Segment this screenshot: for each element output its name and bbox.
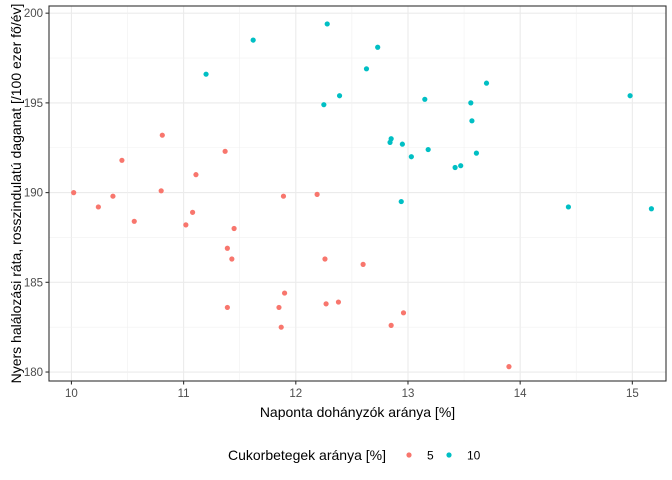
y-axis-title: Nyers halálozási ráta, rosszindulatú dag…	[8, 4, 24, 384]
data-point	[648, 206, 655, 212]
data-point	[131, 218, 137, 224]
y-tick-label: 200	[24, 8, 43, 20]
legend-key-5	[406, 452, 412, 458]
plot-panel-background	[49, 6, 666, 381]
series-5	[71, 132, 512, 370]
legend-items: 5 10	[406, 449, 481, 463]
data-point	[278, 324, 284, 330]
data-point	[363, 66, 370, 72]
data-point	[399, 141, 405, 147]
data-point	[321, 102, 327, 108]
data-point	[375, 44, 381, 50]
y-tick-label: 180	[24, 367, 43, 379]
data-points	[71, 21, 655, 370]
y-tick-label: 185	[24, 277, 43, 289]
y-tick-label: 190	[24, 188, 43, 200]
y-axis: 180 185 190 195 200	[24, 8, 49, 379]
legend: Cukorbetegek aránya [%] 5 10	[228, 447, 481, 463]
data-point	[95, 204, 101, 210]
x-tick-label: 13	[402, 388, 415, 400]
data-point	[250, 37, 256, 43]
data-point	[231, 225, 237, 232]
data-point	[398, 198, 404, 205]
plot-panel-border	[48, 5, 667, 382]
data-point	[280, 193, 287, 199]
x-tick-label: 10	[65, 388, 78, 400]
data-point	[483, 80, 490, 86]
data-point	[323, 301, 329, 307]
data-point	[458, 163, 464, 169]
data-point	[159, 132, 165, 138]
data-point	[627, 93, 633, 99]
data-point	[506, 364, 512, 370]
data-point	[422, 96, 428, 102]
data-point	[473, 150, 480, 156]
data-point	[400, 310, 407, 316]
major-gridlines	[49, 6, 666, 381]
data-point	[110, 193, 116, 199]
data-point	[314, 191, 320, 197]
data-point	[388, 322, 394, 328]
x-tick-label: 12	[289, 388, 302, 400]
data-point	[222, 148, 228, 154]
legend-title: Cukorbetegek aránya [%]	[228, 447, 386, 463]
data-point	[425, 146, 431, 153]
data-point	[565, 204, 572, 210]
data-point	[193, 172, 199, 178]
series-10	[203, 21, 655, 212]
data-point	[229, 256, 235, 262]
data-point	[336, 93, 343, 99]
data-point	[158, 188, 164, 194]
x-axis-title: Naponta dohányzók aránya [%]	[260, 404, 455, 420]
data-point	[469, 118, 475, 124]
data-point	[119, 157, 125, 163]
data-point	[324, 21, 330, 27]
x-tick-label: 14	[514, 388, 527, 400]
data-point	[71, 190, 77, 196]
data-point	[360, 261, 366, 267]
data-point	[203, 71, 209, 77]
data-point	[452, 164, 458, 171]
data-point	[281, 290, 288, 296]
data-point	[335, 299, 342, 305]
data-point	[224, 245, 230, 251]
data-point	[408, 154, 414, 160]
x-tick-label: 11	[178, 388, 190, 400]
data-point	[189, 209, 196, 215]
minor-gridlines	[49, 6, 666, 381]
data-point	[322, 256, 328, 262]
x-tick-label: 15	[626, 388, 639, 400]
data-point	[388, 136, 394, 142]
legend-key-10	[446, 452, 452, 458]
x-axis: 10 11 12 13 14 15	[65, 381, 639, 400]
data-point	[224, 304, 230, 311]
y-tick-label: 195	[24, 98, 43, 110]
legend-label-5: 5	[427, 449, 434, 463]
data-point	[276, 304, 282, 311]
legend-label-10: 10	[467, 449, 481, 463]
data-point	[468, 100, 474, 106]
data-point	[183, 222, 189, 228]
